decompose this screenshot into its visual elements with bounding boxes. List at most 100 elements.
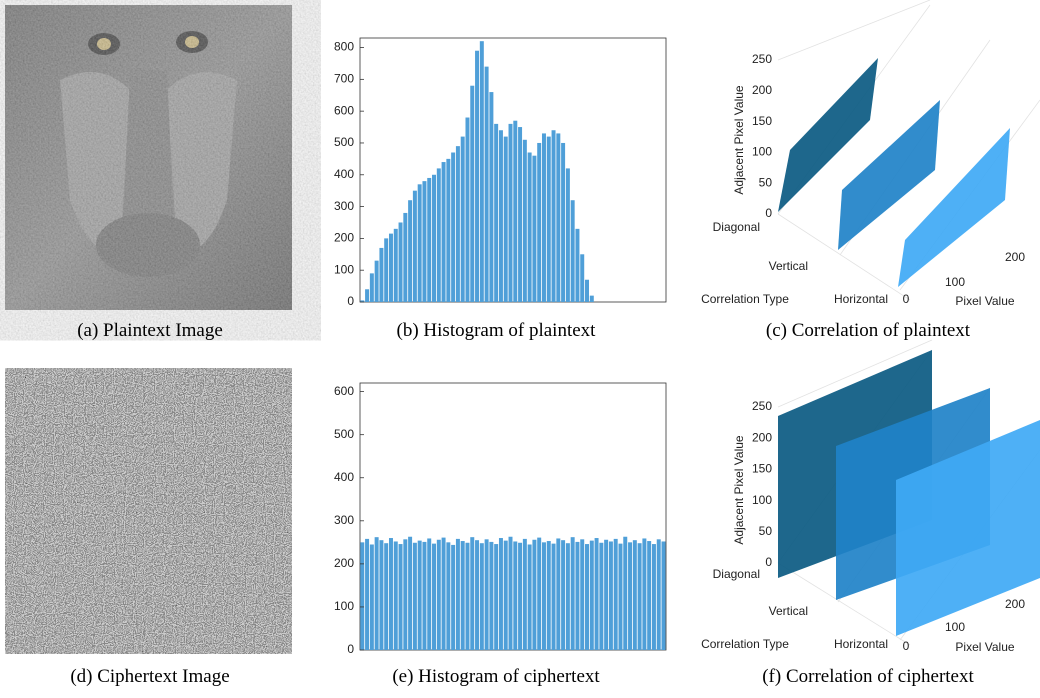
y-tick-label: 250 (752, 52, 772, 66)
ciphertext-image (5, 368, 292, 654)
bar (399, 544, 403, 650)
bar (403, 213, 407, 302)
bar (394, 229, 398, 302)
bar (547, 541, 551, 650)
y-tick-label: 250 (752, 399, 772, 413)
bar (470, 537, 474, 650)
bar (532, 540, 536, 650)
category-label: Horizontal (834, 637, 888, 651)
bar (408, 200, 412, 302)
y-tick-label: 100 (752, 493, 772, 507)
y-axis-label: Adjacent Pixel Value (732, 435, 746, 545)
y-tick-label: 200 (334, 556, 354, 570)
bar (528, 153, 532, 302)
y-tick-label: 50 (759, 524, 773, 538)
z-tick-label: 0 (903, 292, 910, 306)
bar (566, 168, 570, 302)
y-tick-label: 200 (752, 430, 772, 444)
bar (513, 541, 517, 650)
bar (389, 538, 393, 650)
bar (370, 544, 374, 650)
bar (408, 537, 412, 650)
bar (604, 540, 608, 650)
bar (422, 181, 426, 302)
bar (418, 541, 422, 650)
bar (590, 541, 594, 650)
bar (379, 540, 383, 650)
bar (422, 542, 426, 650)
x-axis-label: Correlation Type (701, 292, 789, 306)
bar (360, 542, 364, 650)
bar (399, 222, 403, 302)
bar (427, 178, 431, 302)
bar (628, 542, 632, 650)
bar (547, 137, 551, 302)
correlation-panels: 0 50 100 150 200 250 Adjacent Pixel Value Diago… (701, 52, 1040, 654)
bar (647, 541, 651, 650)
bar (427, 538, 431, 650)
bar (561, 143, 565, 302)
bar (418, 184, 422, 302)
bar (437, 540, 441, 650)
bar (470, 86, 474, 302)
y-tick-label: 100 (334, 262, 354, 276)
y-tick-label: 0 (347, 642, 354, 656)
bar (509, 537, 513, 650)
caption: (a) Plaintext Image (77, 320, 223, 341)
y-tick-label: 600 (334, 103, 354, 117)
y-axis-label: Adjacent Pixel Value (732, 85, 746, 195)
z-tick-label: 0 (903, 639, 910, 653)
bar (475, 540, 479, 650)
bar (642, 538, 646, 650)
bar (494, 124, 498, 302)
y-tick-label: 700 (334, 72, 354, 86)
category-label: Vertical (769, 604, 808, 618)
y-tick-label: 150 (752, 462, 772, 476)
y-tick-label: 0 (347, 294, 354, 308)
bar (609, 541, 613, 650)
bar (485, 67, 489, 302)
bar (623, 537, 627, 650)
bar (575, 229, 579, 302)
z-axis-label: Pixel Value (955, 640, 1014, 654)
y-tick-label: 0 (765, 555, 772, 569)
bar (384, 238, 388, 302)
bar (566, 543, 570, 650)
z-tick-label: 200 (1005, 597, 1025, 611)
bar (465, 543, 469, 650)
bar (480, 41, 484, 302)
bar (442, 538, 446, 650)
bar (461, 541, 465, 650)
bar (451, 153, 455, 302)
bar (509, 124, 513, 302)
bar (499, 130, 503, 302)
x-axis-label: Correlation Type (701, 637, 789, 651)
caption: (d) Ciphertext Image (70, 666, 229, 687)
bar (599, 543, 603, 650)
bar (365, 539, 369, 650)
y-tick-label: 400 (334, 470, 354, 484)
z-tick-label: 100 (945, 275, 965, 289)
bar (375, 261, 379, 302)
bar (446, 542, 450, 650)
plaintext-image (5, 5, 292, 310)
bar (394, 541, 398, 650)
y-tick-label: 400 (334, 167, 354, 181)
caption: (c) Correlation of plaintext (766, 320, 971, 341)
category-label: Vertical (769, 259, 808, 273)
bar (489, 542, 493, 650)
bar (595, 538, 599, 650)
bar (580, 539, 584, 650)
y-tick-label: 100 (752, 145, 772, 159)
bar (571, 537, 575, 650)
bar (585, 544, 589, 650)
bar (375, 537, 379, 650)
bar (513, 121, 517, 302)
bar (413, 543, 417, 650)
bar (556, 538, 560, 650)
bar (638, 543, 642, 650)
z-tick-label: 200 (1005, 250, 1025, 264)
category-label: Diagonal (713, 220, 760, 234)
bar (518, 127, 522, 302)
bar (556, 133, 560, 302)
